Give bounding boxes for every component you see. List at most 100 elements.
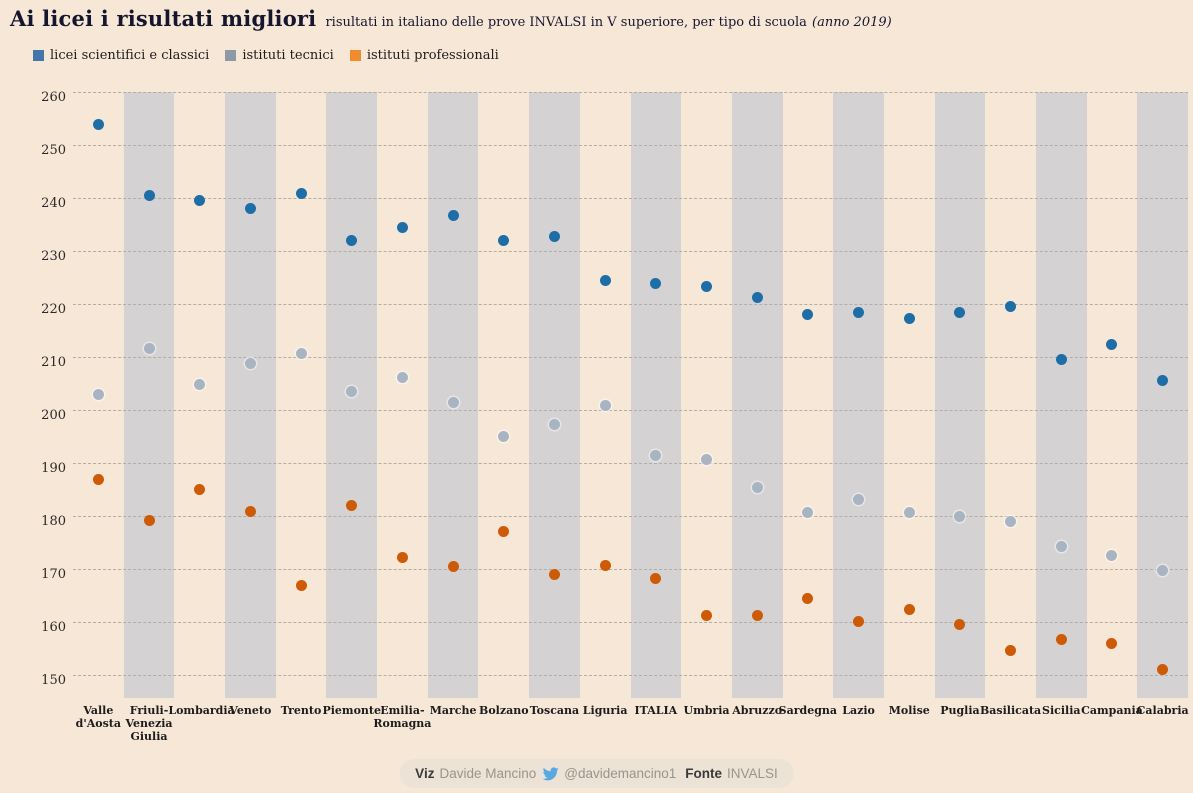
data-dot-tecnici (396, 371, 408, 383)
data-dot-tecnici (802, 506, 814, 518)
data-dot-tecnici (1055, 541, 1067, 552)
data-dot-tecnici (853, 494, 865, 506)
grid-line (73, 569, 1188, 571)
legend: licei scientifici e classici istituti te… (33, 48, 499, 63)
data-dot-licei (1055, 353, 1067, 365)
data-dot-professionali (396, 551, 408, 563)
x-axis-label: Calabria (1136, 704, 1189, 717)
x-axis-label: Piemonte (322, 704, 381, 717)
data-dot-licei (346, 235, 358, 247)
data-dot-tecnici (599, 400, 611, 412)
y-axis: 260 250 240 230 220 210 200 190 180 170 160 150 (0, 90, 66, 698)
y-tick-label: 150 (41, 673, 66, 689)
grid-line (73, 198, 1188, 200)
footer-author: Davide Mancino (439, 766, 537, 781)
data-dot-tecnici (1157, 565, 1169, 577)
y-tick-label: 180 (41, 514, 66, 530)
data-dot-tecnici (295, 348, 307, 360)
chart-header: Ai licei i risultati migliori risultati … (10, 6, 892, 31)
data-dot-professionali (1157, 663, 1169, 675)
legend-swatch-licei (33, 50, 44, 61)
x-axis-label: Bolzano (479, 704, 529, 717)
y-tick-label: 200 (41, 408, 66, 424)
x-axis-label: Lombardia (168, 704, 235, 717)
page-title: Ai licei i risultati migliori (10, 6, 317, 31)
column-stripe (934, 92, 986, 698)
data-dot-licei (244, 203, 256, 215)
data-dot-professionali (498, 525, 510, 537)
data-dot-licei (498, 235, 510, 247)
column-stripe (123, 92, 175, 698)
data-dot-licei (954, 307, 966, 319)
data-dot-licei (751, 292, 763, 304)
column-stripe (833, 92, 884, 698)
x-axis-label: Marche (429, 704, 477, 717)
data-dot-professionali (853, 615, 865, 627)
data-dot-licei (295, 187, 307, 199)
data-dot-tecnici (346, 386, 358, 398)
data-dot-professionali (701, 609, 713, 621)
x-axis-label: Molise (888, 704, 930, 717)
y-tick-label: 260 (41, 90, 66, 106)
data-dot-tecnici (447, 397, 459, 409)
data-dot-licei (92, 118, 104, 130)
data-dot-professionali (143, 515, 155, 527)
column-stripe (225, 92, 276, 698)
x-axis-label: Basilicata (980, 704, 1042, 717)
column-stripe (630, 92, 682, 698)
data-dot-professionali (92, 473, 104, 485)
data-dot-professionali (244, 505, 256, 517)
data-dot-licei (548, 230, 560, 242)
data-dot-tecnici (701, 453, 713, 465)
y-tick-label: 210 (41, 355, 66, 371)
x-axis-label: Campania (1081, 704, 1143, 717)
legend-swatch-professionali (349, 50, 361, 61)
data-dot-licei (396, 221, 408, 233)
data-dot-licei (1005, 301, 1017, 313)
data-dot-tecnici (903, 507, 915, 519)
y-tick-label: 190 (41, 461, 66, 477)
legend-item-tecnici: istituti tecnici (225, 48, 334, 63)
legend-item-licei: licei scientifici e classici (33, 48, 209, 63)
x-axis-label: Liguria (582, 704, 628, 717)
data-dot-tecnici (244, 358, 256, 370)
column-stripe (1035, 92, 1087, 698)
data-dot-professionali (599, 559, 611, 571)
y-tick-label: 230 (41, 249, 66, 265)
data-dot-licei (701, 280, 713, 292)
legend-label-licei: licei scientifici e classici (50, 48, 210, 63)
grid-line (73, 357, 1188, 359)
data-dot-tecnici (1106, 550, 1118, 562)
twitter-icon (542, 766, 559, 780)
grid-line (73, 304, 1188, 306)
y-tick-label: 170 (41, 567, 66, 583)
data-dot-licei (802, 309, 814, 321)
plot-area (73, 92, 1188, 698)
footer-handle: @davidemancino1 (564, 766, 677, 781)
data-dot-professionali (548, 569, 560, 581)
chart-year-note: (anno 2019) (812, 15, 892, 30)
data-dot-tecnici (751, 481, 763, 493)
data-dot-tecnici (1005, 516, 1017, 528)
y-tick-label: 220 (41, 302, 66, 318)
grid-line (73, 622, 1188, 624)
grid-line (73, 410, 1188, 412)
x-axis-label: Sardegna (778, 704, 838, 717)
grid-line (73, 251, 1188, 253)
data-dot-licei (903, 312, 915, 324)
data-dot-tecnici (92, 388, 104, 400)
column-stripe (427, 92, 479, 698)
data-dot-professionali (650, 573, 662, 585)
x-axis-label: Sicilia (1042, 704, 1081, 717)
x-axis-label: Umbria (683, 704, 730, 717)
x-axis-label: Trento (280, 704, 322, 717)
data-dot-professionali (1055, 633, 1067, 645)
grid-line (73, 516, 1188, 518)
x-axis-label: Veneto (229, 704, 272, 717)
data-dot-professionali (751, 609, 763, 621)
footer-source: INVALSI (727, 766, 778, 781)
data-dot-licei (1106, 339, 1118, 351)
data-dot-professionali (194, 484, 206, 496)
grid-line (73, 92, 1188, 94)
data-dot-tecnici (650, 449, 662, 461)
